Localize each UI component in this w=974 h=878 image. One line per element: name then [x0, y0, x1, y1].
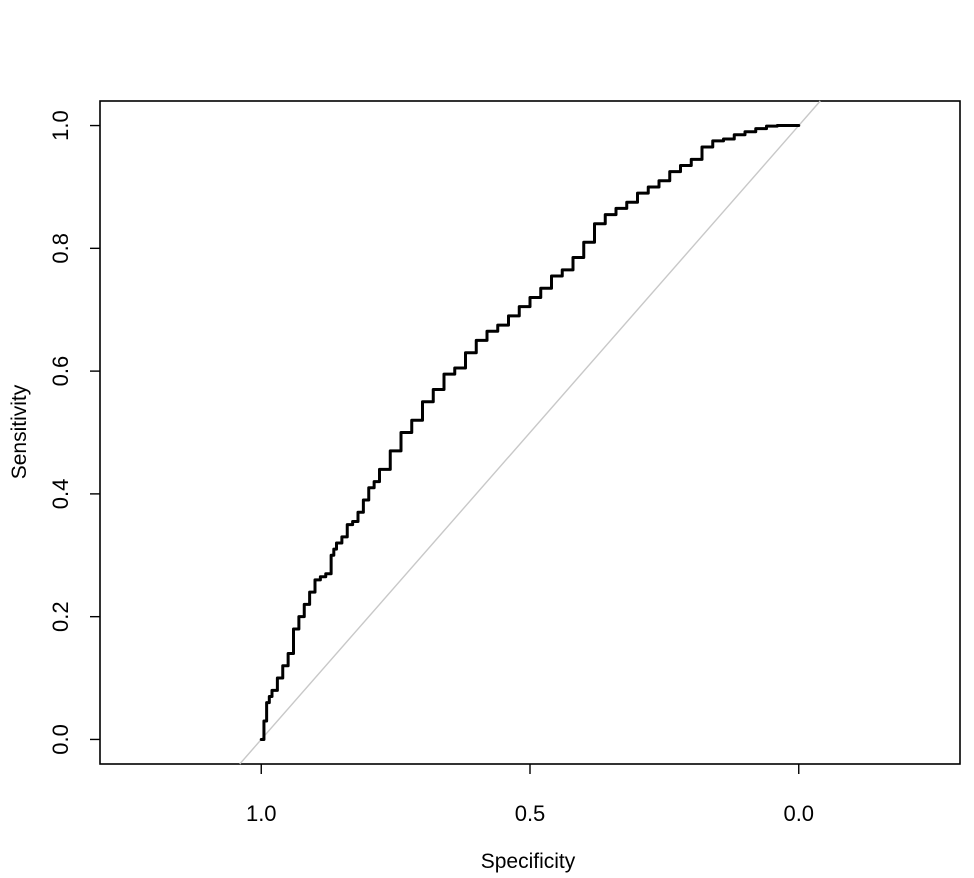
reference-diagonal-line	[239, 100, 821, 765]
y-axis: 0.0 0.2 0.4 0.6 0.8 1.0	[48, 110, 100, 755]
roc-curve-series-0	[259, 124, 801, 741]
x-tick-label: 0.5	[515, 801, 546, 826]
x-tick-label: 0.0	[783, 801, 814, 826]
x-axis-title: Specificity	[481, 850, 576, 873]
x-axis: 1.0 0.5 0.0	[246, 764, 814, 826]
y-tick-label: 0.6	[48, 356, 73, 387]
reference-layer	[239, 100, 821, 765]
y-axis-title: Sensitivity	[8, 384, 31, 479]
y-tick-label: 0.8	[48, 233, 73, 264]
curve-layer	[259, 124, 801, 741]
y-tick-label: 0.0	[48, 724, 73, 755]
y-tick-label: 1.0	[48, 110, 73, 141]
y-tick-label: 0.4	[48, 479, 73, 510]
x-tick-label: 1.0	[246, 801, 277, 826]
y-tick-label: 0.2	[48, 601, 73, 632]
